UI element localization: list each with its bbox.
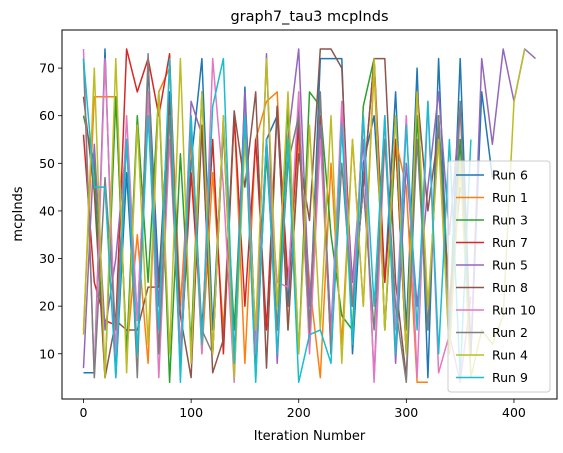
legend-box: [447, 160, 551, 393]
y-tick-label: 50: [39, 156, 55, 171]
x-axis-label: Iteration Number: [254, 429, 366, 444]
plot-frame: [61, 29, 558, 400]
x-tick-label: 0: [80, 405, 88, 420]
y-tick-label: 40: [39, 203, 55, 218]
legend-entry-label: Run 5: [492, 258, 528, 273]
y-tick-label: 20: [39, 299, 55, 314]
y-tick-label: 30: [39, 251, 55, 266]
x-axis-ticks: 0 100 200 300 400: [80, 399, 526, 420]
x-tick-label: 200: [287, 405, 311, 420]
legend: Run 6 Run 1 Run 3 Run 7 Run 5 Run 8 Run 10 Run …: [447, 160, 551, 393]
y-tick-label: 60: [39, 108, 55, 123]
plot-lines: [82, 48, 536, 384]
chart-title: graph7_tau3 mcpInds: [230, 9, 388, 25]
legend-entry-label: Run 10: [492, 303, 536, 318]
series-line-run-10: [82, 48, 472, 384]
legend-entry-label: Run 7: [492, 235, 528, 250]
x-tick-label: 100: [179, 405, 203, 420]
series-line-run-2: [82, 53, 472, 384]
y-tick-label: 70: [39, 61, 55, 76]
legend-entry-label: Run 9: [492, 370, 528, 385]
legend-entry-label: Run 1: [492, 190, 528, 205]
legend-entry-label: Run 6: [492, 168, 528, 183]
series-line-run-9: [82, 57, 472, 384]
legend-entry-label: Run 2: [492, 325, 528, 340]
y-tick-label: 10: [39, 346, 55, 361]
y-axis-ticks: 10 20 30 40 50 60 70: [39, 61, 62, 361]
legend-entry-label: Run 4: [492, 348, 528, 363]
legend-entry-label: Run 8: [492, 280, 528, 295]
x-tick-label: 400: [502, 405, 526, 420]
x-tick-label: 300: [394, 405, 418, 420]
legend-entry-label: Run 3: [492, 213, 528, 228]
y-axis-label: mcpInds: [11, 186, 26, 241]
